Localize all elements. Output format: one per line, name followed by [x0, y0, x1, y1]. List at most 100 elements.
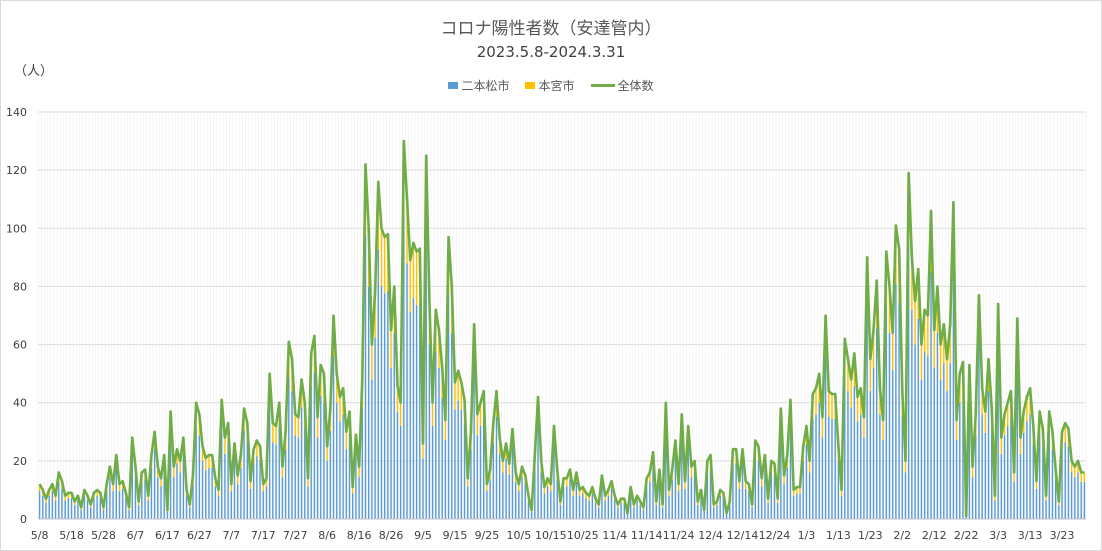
bar-motomiya — [585, 492, 587, 499]
bar-motomiya — [205, 457, 207, 471]
bar-nihonmatsu — [236, 484, 239, 519]
x-tick-label: 2/2 — [893, 529, 911, 542]
legend-item-total: 全体数 — [590, 77, 654, 94]
bar-nihonmatsu — [121, 488, 124, 519]
bar-motomiya — [572, 489, 574, 496]
bar-motomiya — [409, 260, 411, 313]
bar-nihonmatsu — [173, 477, 175, 519]
bar-nihonmatsu — [847, 391, 849, 519]
bar-nihonmatsu — [1064, 442, 1066, 519]
bar-nihonmatsu — [681, 435, 683, 519]
bar-motomiya — [955, 420, 958, 440]
bar-motomiya — [1058, 501, 1060, 506]
bar-nihonmatsu — [387, 291, 389, 519]
bar-motomiya — [256, 440, 258, 457]
bar-nihonmatsu — [252, 463, 255, 519]
bar-nihonmatsu — [617, 507, 619, 519]
bar-nihonmatsu — [792, 495, 795, 519]
bar-motomiya — [415, 251, 418, 306]
bar-nihonmatsu — [233, 458, 236, 519]
bar-nihonmatsu — [246, 442, 248, 519]
bar-nihonmatsu — [665, 425, 667, 519]
x-tick-label: 9/15 — [443, 529, 468, 542]
x-tick-label: 7/7 — [222, 529, 240, 542]
bar-motomiya — [67, 492, 70, 499]
bar-nihonmatsu — [786, 467, 788, 519]
bar-nihonmatsu — [652, 465, 654, 519]
bar-nihonmatsu — [422, 458, 424, 519]
bar-nihonmatsu — [399, 425, 402, 519]
bar-nihonmatsu — [885, 305, 888, 519]
bar-nihonmatsu — [102, 509, 105, 519]
bar-motomiya — [828, 391, 830, 417]
bar-motomiya — [1003, 414, 1006, 436]
bar-motomiya — [262, 484, 264, 492]
bar-nihonmatsu — [550, 491, 552, 519]
bar-nihonmatsu — [256, 456, 258, 519]
bar-nihonmatsu — [898, 302, 900, 519]
bar-nihonmatsu — [639, 505, 641, 519]
bar-nihonmatsu — [268, 402, 271, 519]
bar-nihonmatsu — [1051, 449, 1054, 519]
bar-motomiya — [914, 300, 916, 345]
bar-nihonmatsu — [837, 460, 840, 519]
bar-nihonmatsu — [764, 467, 766, 519]
bar-motomiya — [431, 402, 434, 426]
bar-nihonmatsu — [748, 491, 750, 519]
bar-nihonmatsu — [265, 486, 268, 519]
bar-nihonmatsu — [722, 498, 725, 519]
bar-nihonmatsu — [284, 449, 287, 519]
bar-nihonmatsu — [1083, 481, 1086, 519]
bar-nihonmatsu — [860, 414, 862, 519]
bar-nihonmatsu — [789, 423, 792, 519]
bar-motomiya — [90, 504, 92, 508]
bar-nihonmatsu — [939, 379, 942, 519]
legend-label-total: 全体数 — [617, 79, 654, 93]
chart-subtitle: 2023.5.8-2024.3.31 — [476, 43, 626, 61]
bar-nihonmatsu — [923, 351, 926, 519]
bar-motomiya — [971, 466, 974, 478]
bar-motomiya — [272, 423, 274, 443]
x-tick-label: 1/3 — [798, 529, 816, 542]
bar-motomiya — [486, 484, 488, 492]
bar-nihonmatsu — [1035, 488, 1038, 519]
bar-nihonmatsu — [486, 491, 488, 519]
bar-motomiya — [1080, 472, 1082, 482]
bar-motomiya — [374, 292, 376, 338]
bar-motomiya — [783, 475, 785, 485]
bar-nihonmatsu — [981, 414, 983, 519]
bar-nihonmatsu — [882, 439, 884, 519]
bar-nihonmatsu — [524, 484, 526, 519]
bar-motomiya — [713, 504, 715, 508]
bar-motomiya — [396, 385, 399, 413]
x-tick-label: 3/3 — [989, 529, 1007, 542]
bar-nihonmatsu — [83, 495, 86, 519]
line-total — [38, 139, 1085, 518]
bar-nihonmatsu — [863, 437, 865, 519]
bar-motomiya — [604, 495, 606, 501]
bar-nihonmatsu — [185, 495, 188, 519]
bar-nihonmatsu — [776, 502, 779, 519]
bar-nihonmatsu — [262, 491, 264, 519]
bar-nihonmatsu — [796, 493, 798, 519]
bar-nihonmatsu — [182, 453, 185, 519]
bar-motomiya — [1035, 481, 1038, 489]
bar-nihonmatsu — [153, 449, 156, 519]
x-tick-label: 11/14 — [631, 529, 663, 542]
bar-nihonmatsu — [90, 507, 92, 519]
bar-nihonmatsu — [677, 491, 680, 519]
x-tick-label: 10/5 — [507, 529, 532, 542]
bar-nihonmatsu — [224, 453, 226, 519]
bar-motomiya — [1070, 460, 1073, 473]
bar-nihonmatsu — [780, 430, 782, 519]
bar-motomiya — [297, 417, 300, 438]
bar-motomiya — [1077, 460, 1079, 473]
bar-motomiya — [1019, 437, 1022, 454]
bar-motomiya — [249, 481, 252, 489]
bar-motomiya — [677, 484, 680, 492]
bar-nihonmatsu — [489, 479, 491, 519]
bar-motomiya — [697, 501, 699, 506]
bar-nihonmatsu — [879, 414, 881, 519]
bar-nihonmatsu — [288, 377, 290, 519]
